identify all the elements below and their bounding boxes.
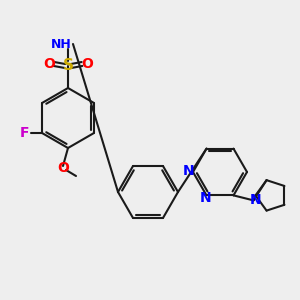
Text: NH: NH (51, 38, 71, 50)
Text: N: N (183, 164, 195, 178)
Text: N: N (250, 194, 261, 207)
Text: N: N (200, 191, 211, 206)
Text: F: F (19, 126, 29, 140)
Text: S: S (62, 58, 74, 74)
Text: O: O (81, 57, 93, 71)
Text: O: O (43, 57, 55, 71)
Text: O: O (57, 161, 69, 175)
